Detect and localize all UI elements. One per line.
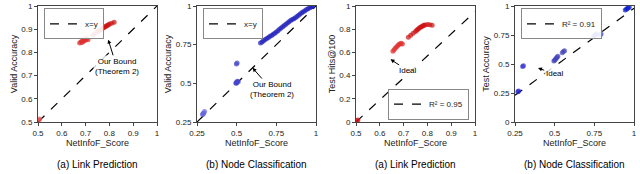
svg-text:0.6: 0.6	[374, 129, 386, 138]
svg-text:Valid Accuracy: Valid Accuracy	[9, 34, 19, 93]
svg-text:1: 1	[473, 129, 478, 138]
svg-text:0.5: 0.5	[32, 129, 44, 138]
svg-text:Ideal: Ideal	[546, 69, 564, 78]
svg-text:0.8: 0.8	[339, 25, 351, 34]
svg-text:0.75: 0.75	[494, 31, 510, 40]
svg-text:0.8: 0.8	[104, 129, 116, 138]
svg-text:0.25: 0.25	[494, 89, 510, 98]
svg-text:0.75: 0.75	[176, 40, 192, 49]
svg-text:0.2: 0.2	[339, 95, 351, 104]
svg-text:NetInfoF_Score: NetInfoF_Score	[543, 138, 606, 148]
svg-text:NetInfoF_Score: NetInfoF_Score	[225, 138, 288, 148]
svg-text:0.5: 0.5	[21, 118, 33, 127]
svg-text:0.4: 0.4	[339, 71, 351, 80]
svg-text:Test Accuracy: Test Accuracy	[481, 36, 491, 92]
svg-text:0.8: 0.8	[422, 129, 434, 138]
svg-text:0.75: 0.75	[269, 129, 285, 138]
svg-text:Our Bound(Theorem 2): Our Bound(Theorem 2)	[250, 80, 294, 99]
svg-text:x=y: x=y	[85, 20, 98, 29]
svg-text:1: 1	[346, 2, 351, 11]
svg-text:0.25: 0.25	[507, 129, 523, 138]
svg-text:1: 1	[28, 2, 33, 11]
svg-text:0.7: 0.7	[398, 129, 410, 138]
svg-text:Valid Accuracy: Valid Accuracy	[163, 34, 173, 93]
svg-text:1: 1	[187, 2, 192, 11]
svg-text:0.5: 0.5	[231, 129, 243, 138]
svg-text:0.7: 0.7	[80, 129, 92, 138]
svg-text:0.6: 0.6	[56, 129, 68, 138]
svg-text:0.6: 0.6	[21, 95, 33, 104]
svg-text:1: 1	[505, 2, 510, 11]
svg-text:(a) Link Prediction: (a) Link Prediction	[57, 159, 138, 170]
svg-text:0.25: 0.25	[176, 118, 192, 127]
svg-text:(a) Link Prediction: (a) Link Prediction	[375, 159, 456, 170]
svg-text:x=y: x=y	[244, 20, 257, 29]
svg-text:Ideal: Ideal	[399, 66, 417, 75]
svg-text:0.5: 0.5	[549, 129, 561, 138]
svg-text:(b) Node Classification: (b) Node Classification	[524, 159, 625, 170]
svg-text:Our Bound(Theorem 2): Our Bound(Theorem 2)	[95, 57, 139, 76]
svg-text:R² = 0.95: R² = 0.95	[429, 100, 463, 109]
svg-text:R² = 0.91: R² = 0.91	[562, 20, 596, 29]
svg-text:Test Hits@100: Test Hits@100	[327, 35, 337, 94]
svg-text:0.6: 0.6	[339, 48, 351, 57]
svg-text:NetInfoF_Score: NetInfoF_Score	[66, 138, 129, 148]
svg-text:0.9: 0.9	[21, 25, 33, 34]
svg-text:0.25: 0.25	[189, 129, 205, 138]
svg-text:0.9: 0.9	[128, 129, 140, 138]
svg-text:0.5: 0.5	[350, 129, 362, 138]
svg-text:0.5: 0.5	[498, 60, 510, 69]
svg-text:0.75: 0.75	[587, 129, 603, 138]
svg-text:0.8: 0.8	[21, 48, 33, 57]
svg-text:1: 1	[632, 129, 637, 138]
svg-text:1: 1	[314, 129, 319, 138]
svg-text:NetInfoF_Score: NetInfoF_Score	[384, 138, 447, 148]
svg-text:0: 0	[505, 118, 510, 127]
svg-text:0: 0	[346, 118, 351, 127]
svg-text:0.5: 0.5	[180, 79, 192, 88]
svg-text:1: 1	[155, 129, 160, 138]
svg-text:(b) Node Classification: (b) Node Classification	[206, 159, 307, 170]
svg-text:0.9: 0.9	[446, 129, 458, 138]
svg-text:0.7: 0.7	[21, 71, 33, 80]
